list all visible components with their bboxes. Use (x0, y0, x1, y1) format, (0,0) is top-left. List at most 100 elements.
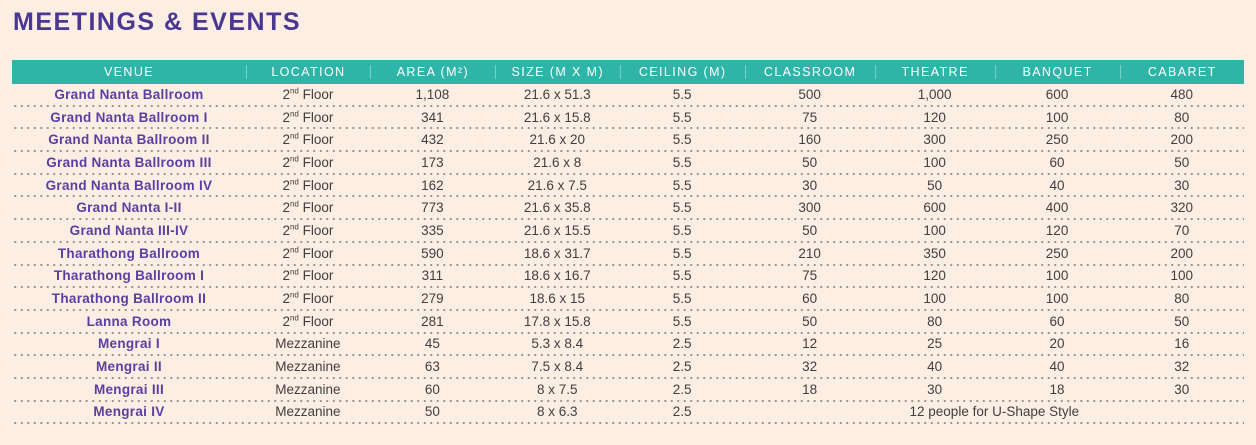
venue-name: Grand Nanta Ballroom II (48, 132, 210, 148)
cell-size: 21.6 x 8 (533, 154, 582, 170)
cell-location: 2nd Floor (282, 222, 334, 238)
cell-size: 7.5 x 8.4 (531, 359, 584, 375)
table-row: Grand Nanta Ballroom IV 2nd Floor 162 21.6 … (12, 175, 1244, 196)
dotted-row-separator (12, 376, 1244, 379)
cell-theatre: 350 (923, 245, 946, 261)
cell-cabaret: 50 (1174, 154, 1190, 170)
cell-cabaret: 320 (1170, 200, 1193, 216)
cell-banquet: 250 (1045, 132, 1069, 148)
cell-ceiling: 5.5 (672, 291, 692, 307)
dotted-row-separator (12, 331, 1244, 334)
dotted-row-separator (12, 150, 1244, 153)
cell-classroom: 30 (802, 177, 818, 193)
meetings-events-table: VENUE LOCATION AREA (M²) SIZE (M X M) CEILIN… (12, 60, 1244, 425)
column-header-classroom: CLASSROOM (744, 65, 875, 79)
cell-classroom: 50 (802, 154, 818, 170)
venue-name: Lanna Room (86, 313, 172, 329)
table-row: Tharathong Ballroom 2nd Floor 590 18.6 x 31… (12, 243, 1244, 264)
cell-ceiling: 5.5 (672, 154, 692, 170)
dotted-row-separator (12, 195, 1244, 198)
cell-cabaret: 16 (1174, 336, 1190, 352)
cell-ceiling: 5.5 (672, 86, 692, 102)
table-row: Tharathong Ballroom I 2nd Floor 311 18.6 x … (12, 266, 1244, 287)
cell-cabaret: 32 (1174, 359, 1190, 375)
dotted-row-separator (12, 240, 1244, 243)
cell-area: 773 (421, 200, 444, 216)
cell-ceiling: 5.5 (672, 268, 692, 284)
venue-name: Tharathong Ballroom (57, 245, 201, 261)
cell-ceiling: 2.5 (672, 404, 692, 420)
cell-banquet: 100 (1045, 291, 1069, 307)
cell-theatre: 600 (923, 200, 946, 216)
cell-cabaret: 100 (1170, 268, 1193, 284)
cell-size: 21.6 x 20 (529, 132, 586, 148)
cell-theatre: 25 (927, 336, 943, 352)
cell-cabaret: 80 (1174, 109, 1190, 125)
cell-classroom: 12 (802, 336, 818, 352)
cell-location: Mezzanine (275, 336, 341, 352)
cell-banquet: 20 (1049, 336, 1065, 352)
table-row: Grand Nanta I-II 2nd Floor 773 21.6 x 35.8 5… (12, 197, 1244, 218)
dotted-row-separator (12, 104, 1244, 107)
cell-size: 8 x 7.5 (537, 381, 578, 397)
dotted-row-separator (12, 127, 1244, 130)
venue-name: Mengrai I (97, 336, 160, 352)
cell-size: 17.8 x 15.8 (523, 313, 591, 329)
column-header-location: LOCATION (245, 65, 370, 79)
cell-theatre: 80 (927, 313, 943, 329)
cell-cabaret: 30 (1174, 177, 1190, 193)
column-header-ceiling-m: CEILING (M) (619, 65, 745, 79)
venue-name: Grand Nanta Ballroom III (46, 154, 212, 170)
cell-banquet: 100 (1045, 268, 1069, 284)
table-row: Grand Nanta Ballroom III 2nd Floor 173 21.6… (12, 152, 1244, 173)
cell-banquet: 60 (1049, 313, 1065, 329)
venue-name: Grand Nanta Ballroom (54, 86, 204, 102)
table-row: Grand Nanta Ballroom 2nd Floor 1,108 21.6 x… (12, 84, 1244, 105)
venue-name: Grand Nanta Ballroom IV (45, 177, 213, 193)
column-header-cabaret: CABARET (1119, 65, 1244, 79)
table-row: Tharathong Ballroom II 2nd Floor 279 18.6 x… (12, 288, 1244, 309)
cell-size: 21.6 x 35.8 (523, 200, 591, 216)
cell-cabaret: 30 (1174, 381, 1190, 397)
cell-size: 18.6 x 16.7 (523, 268, 591, 284)
dotted-row-separator (12, 218, 1244, 221)
cell-cabaret: 80 (1174, 291, 1190, 307)
cell-area: 1,108 (415, 86, 450, 102)
column-header-theatre: THEATRE (874, 65, 995, 79)
cell-area: 50 (424, 404, 440, 420)
cell-banquet: 400 (1045, 200, 1069, 216)
cell-classroom: 18 (802, 381, 818, 397)
cell-theatre: 300 (923, 132, 946, 148)
cell-theatre: 40 (927, 359, 943, 375)
cell-cabaret: 200 (1170, 132, 1193, 148)
venue-name: Grand Nanta Ballroom I (50, 109, 208, 125)
cell-ceiling: 2.5 (672, 336, 692, 352)
cell-size: 18.6 x 15 (529, 291, 586, 307)
cell-ceiling: 5.5 (672, 200, 692, 216)
cell-banquet: 600 (1045, 86, 1069, 102)
venue-name: Mengrai IV (93, 404, 165, 420)
cell-area: 281 (421, 313, 444, 329)
cell-classroom: 160 (798, 132, 821, 148)
cell-area: 45 (424, 336, 440, 352)
merged-note-cell: 12 people for U-Shape Style (909, 404, 1080, 420)
cell-location: 2nd Floor (282, 109, 334, 125)
cell-banquet: 18 (1049, 381, 1065, 397)
cell-banquet: 40 (1049, 359, 1065, 375)
dotted-row-separator (12, 399, 1244, 402)
column-header-area-m: AREA (M²) (369, 65, 495, 79)
cell-size: 8 x 6.3 (537, 404, 578, 420)
cell-area: 432 (421, 132, 444, 148)
cell-location: 2nd Floor (282, 86, 334, 102)
cell-classroom: 75 (802, 268, 818, 284)
cell-area: 311 (421, 268, 444, 284)
dotted-row-separator (12, 354, 1244, 357)
cell-location: 2nd Floor (282, 154, 334, 170)
cell-area: 162 (421, 177, 444, 193)
cell-ceiling: 5.5 (672, 222, 692, 238)
table-row: Mengrai II Mezzanine 63 7.5 x 8.4 2.5 32 40 40 3… (12, 356, 1244, 377)
cell-theatre: 100 (923, 154, 946, 170)
cell-location: 2nd Floor (282, 291, 334, 307)
cell-classroom: 300 (798, 200, 821, 216)
